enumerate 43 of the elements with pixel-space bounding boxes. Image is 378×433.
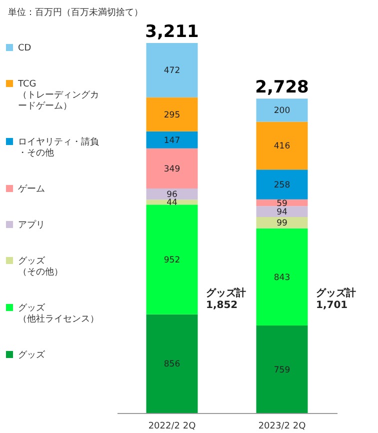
data-label: 759 bbox=[274, 365, 290, 376]
data-label: 295 bbox=[164, 110, 180, 120]
bar bbox=[256, 98, 308, 122]
total-label: 3,211 bbox=[145, 22, 199, 42]
legend-label: アプリ bbox=[18, 220, 45, 230]
data-label: 349 bbox=[164, 164, 180, 174]
legend-label: グッズ（その他） bbox=[18, 256, 63, 278]
data-label: 258 bbox=[274, 180, 290, 190]
legend-label: CD bbox=[18, 44, 32, 54]
annotation: グッズ計 1,852 bbox=[206, 287, 246, 311]
legend-label: ロイヤリティ・請負・その他 bbox=[18, 136, 99, 158]
legend-label: TCG（トレーディングカードゲーム） bbox=[17, 80, 99, 112]
bar bbox=[146, 314, 198, 413]
data-label: 147 bbox=[164, 136, 180, 146]
data-label: 856 bbox=[164, 360, 180, 370]
bar bbox=[256, 206, 308, 217]
legend-label: ゲーム bbox=[18, 184, 45, 194]
bar bbox=[146, 204, 198, 314]
bar bbox=[146, 148, 198, 189]
data-label: 200 bbox=[274, 106, 290, 116]
data-label: 843 bbox=[274, 272, 290, 283]
bar bbox=[256, 170, 308, 200]
bar bbox=[256, 122, 308, 170]
bar bbox=[256, 326, 308, 413]
data-label: 472 bbox=[164, 66, 180, 76]
total-label: 2,728 bbox=[255, 78, 309, 98]
bar bbox=[146, 43, 198, 98]
bar bbox=[146, 188, 198, 200]
bar bbox=[256, 216, 308, 228]
annotation: グッズ計 1,701 bbox=[316, 287, 356, 311]
legend-label: グッズ（他社ライセンス） bbox=[18, 302, 99, 324]
data-label: 94 bbox=[276, 208, 288, 218]
data-label: 416 bbox=[274, 142, 290, 152]
text: 単位：百万円（百万未満切捨て） bbox=[8, 6, 143, 19]
legend-label: グッズ bbox=[18, 350, 46, 360]
bar bbox=[256, 228, 308, 326]
bar bbox=[146, 97, 198, 132]
data-label: 99 bbox=[276, 218, 288, 229]
data-label: 952 bbox=[164, 256, 180, 266]
data-label: 59 bbox=[276, 198, 288, 209]
x-tick-label: 2022/2 2Q bbox=[148, 422, 196, 432]
bar bbox=[146, 131, 198, 148]
x-tick-label: 2023/2 2Q bbox=[258, 422, 306, 432]
